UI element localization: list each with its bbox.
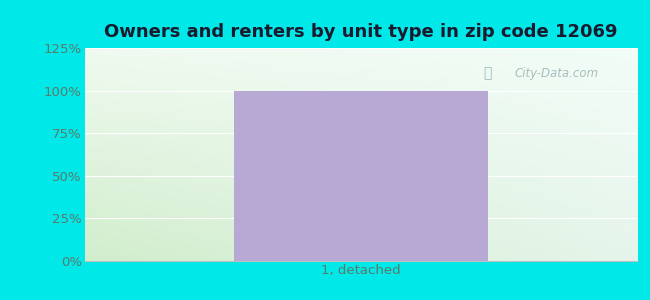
Title: Owners and renters by unit type in zip code 12069: Owners and renters by unit type in zip c…: [104, 23, 618, 41]
Bar: [234, 91, 488, 261]
Text: ⦿: ⦿: [484, 67, 492, 81]
Text: City-Data.com: City-Data.com: [514, 67, 599, 80]
